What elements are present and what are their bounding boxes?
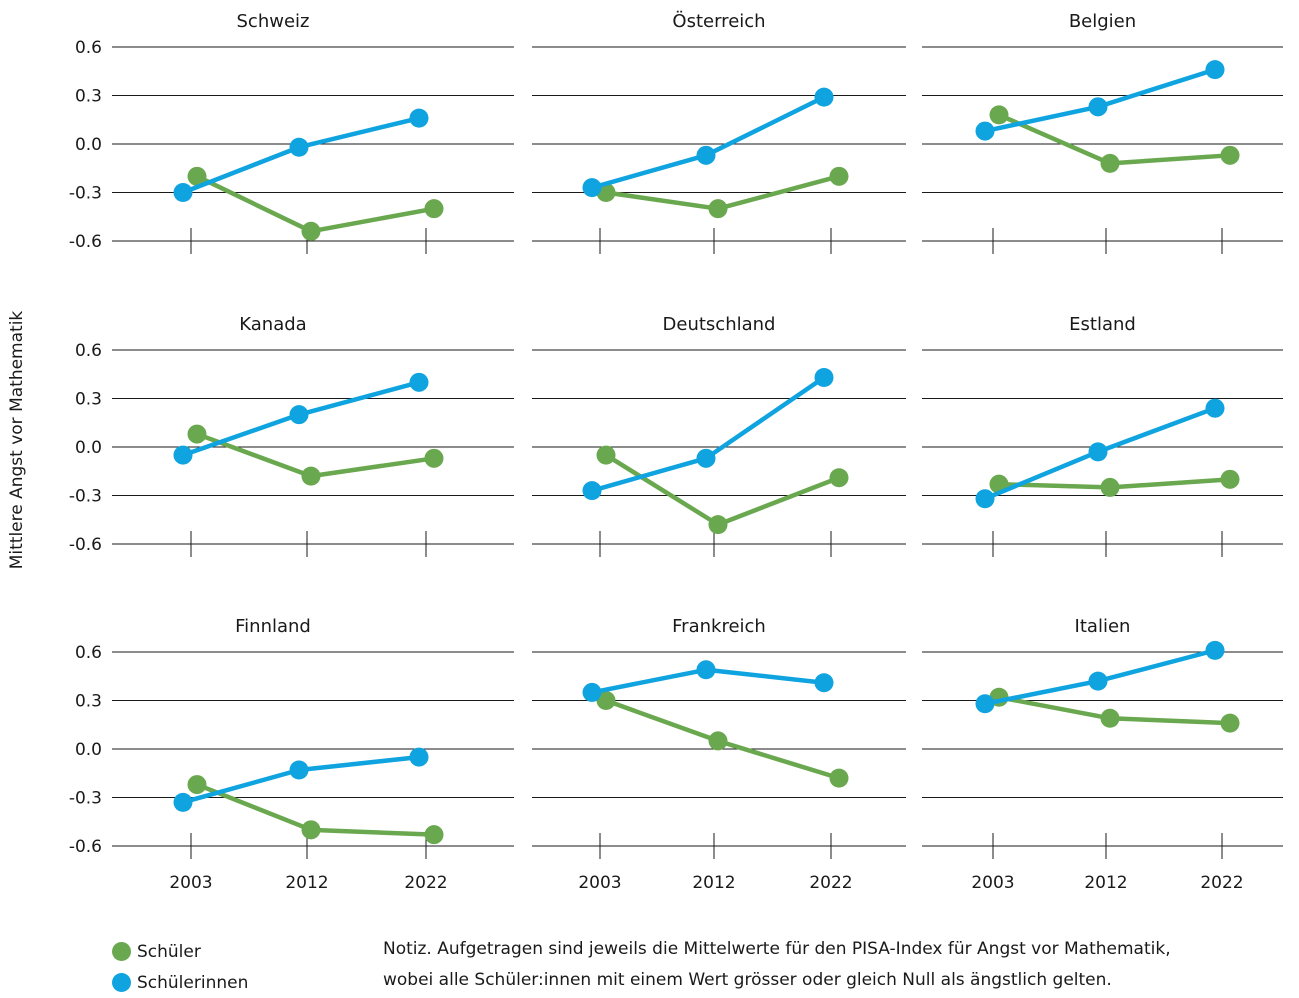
panel-title-belgien: Belgien xyxy=(1069,11,1136,32)
y-tick-label: -0.6 xyxy=(69,535,102,555)
y-tick-label: -0.6 xyxy=(69,837,102,857)
y-tick-label: 0.6 xyxy=(75,643,102,663)
panel-title-frankreich: Frankreich xyxy=(672,616,766,637)
data-point-boys-deutschland-2003 xyxy=(596,445,616,465)
x-tick-label: 2012 xyxy=(1084,873,1127,893)
data-point-boys-deutschland-2012 xyxy=(708,515,728,535)
data-point-girls-estland-2022 xyxy=(1205,398,1225,418)
data-point-girls-finnland-2022 xyxy=(409,747,429,767)
y-axis-label: Mittlere Angst vor Mathematik xyxy=(7,311,27,570)
series-line-girls-oesterreich xyxy=(591,95,825,190)
data-point-girls-belgien-2022 xyxy=(1205,60,1225,80)
legend-item-girls: Schülerinnen xyxy=(112,967,248,998)
data-point-girls-deutschland-2003 xyxy=(582,481,602,501)
data-point-girls-deutschland-2012 xyxy=(696,448,716,468)
panel-title-oesterreich: Österreich xyxy=(672,10,765,32)
y-tick-label: 0.3 xyxy=(75,390,102,410)
x-tick-label: 2022 xyxy=(404,873,447,893)
y-tick-label: 0.0 xyxy=(75,135,102,155)
legend-label-girls: Schülerinnen xyxy=(137,972,249,993)
panel-title-estland: Estland xyxy=(1069,314,1136,335)
data-point-girls-schweiz-2022 xyxy=(409,108,429,128)
x-tick-label: 2012 xyxy=(285,873,328,893)
note: Notiz. Aufgetragen sind jeweils die Mitt… xyxy=(383,934,1293,996)
x-tick-label: 2022 xyxy=(1200,873,1243,893)
y-tick-label: 0.0 xyxy=(75,740,102,760)
y-tick-label: 0.6 xyxy=(75,38,102,58)
data-point-boys-finnland-2022 xyxy=(424,825,444,845)
panel-title-kanada: Kanada xyxy=(239,314,306,335)
y-tick-label: -0.3 xyxy=(69,184,102,204)
y-tick-label: 0.3 xyxy=(75,87,102,107)
data-point-girls-estland-2012 xyxy=(1088,442,1108,462)
note-line-2: wobei alle Schüler:innen mit einem Wert … xyxy=(383,970,1112,990)
panel-title-finnland: Finnland xyxy=(235,616,311,637)
series-line-girls-deutschland xyxy=(591,375,826,493)
data-point-boys-frankreich-2003 xyxy=(596,691,616,710)
data-point-boys-oesterreich-2022 xyxy=(829,166,849,186)
note-line-1: Notiz. Aufgetragen sind jeweils die Mitt… xyxy=(383,939,1171,959)
y-tick-label: -0.3 xyxy=(69,789,102,809)
panel-title-italien: Italien xyxy=(1075,616,1131,637)
data-point-boys-finnland-2003 xyxy=(187,775,207,795)
y-tick-label: 0.3 xyxy=(75,692,102,712)
data-point-girls-schweiz-2003 xyxy=(173,183,193,202)
data-point-boys-belgien-2022 xyxy=(1220,145,1240,165)
data-point-boys-estland-2012 xyxy=(1100,477,1120,497)
y-tick-label: -0.6 xyxy=(69,232,102,252)
data-point-boys-kanada-2003 xyxy=(187,424,207,444)
data-point-boys-finnland-2012 xyxy=(301,820,321,840)
x-tick-label: 2003 xyxy=(971,873,1014,893)
data-point-girls-oesterreich-2012 xyxy=(696,145,716,165)
legend-item-boys: Schüler xyxy=(112,936,248,967)
data-point-boys-oesterreich-2012 xyxy=(708,199,728,219)
data-point-girls-finnland-2012 xyxy=(289,760,309,780)
data-point-boys-frankreich-2022 xyxy=(829,768,849,788)
legend-label-boys: Schüler xyxy=(137,941,201,962)
y-tick-label: 0.6 xyxy=(75,341,102,361)
data-point-boys-estland-2022 xyxy=(1220,469,1240,489)
data-point-girls-estland-2003 xyxy=(975,489,995,509)
legend: Schüler Schülerinnen xyxy=(112,936,248,998)
y-tick-label: 0.0 xyxy=(75,438,102,458)
data-point-boys-schweiz-2003 xyxy=(187,166,207,186)
data-point-boys-italien-2022 xyxy=(1220,713,1240,733)
data-point-girls-schweiz-2012 xyxy=(289,137,309,157)
data-point-girls-frankreich-2022 xyxy=(814,673,834,693)
data-point-girls-frankreich-2012 xyxy=(696,660,716,680)
data-point-girls-oesterreich-2003 xyxy=(582,178,602,198)
x-tick-label: 2012 xyxy=(692,873,735,893)
data-point-boys-belgien-2003 xyxy=(989,105,1009,125)
data-point-girls-kanada-2012 xyxy=(289,405,309,425)
data-point-girls-finnland-2003 xyxy=(173,792,193,812)
y-tick-label: -0.3 xyxy=(69,487,102,507)
x-tick-label: 2022 xyxy=(809,873,852,893)
panel-title-schweiz: Schweiz xyxy=(237,11,310,32)
legend-swatch-girls xyxy=(112,973,131,992)
legend-swatch-boys xyxy=(112,942,131,961)
data-point-girls-frankreich-2003 xyxy=(582,682,602,702)
data-point-boys-schweiz-2012 xyxy=(301,221,321,241)
data-point-boys-belgien-2012 xyxy=(1100,153,1120,173)
data-point-girls-oesterreich-2022 xyxy=(814,87,834,107)
data-point-girls-italien-2012 xyxy=(1088,671,1108,691)
data-point-girls-kanada-2022 xyxy=(409,372,429,392)
x-tick-label: 2003 xyxy=(578,873,621,893)
data-point-boys-kanada-2012 xyxy=(301,466,321,486)
data-point-girls-deutschland-2022 xyxy=(814,367,834,387)
data-point-boys-italien-2012 xyxy=(1100,708,1120,728)
data-point-girls-italien-2022 xyxy=(1205,640,1225,660)
data-point-girls-belgien-2012 xyxy=(1088,97,1108,117)
data-point-girls-italien-2003 xyxy=(975,694,995,714)
data-point-boys-deutschland-2022 xyxy=(829,468,849,488)
small-multiples-chart: Mittlere Angst vor Mathematik Schweiz 0.6… xyxy=(7,10,1283,893)
data-point-girls-belgien-2003 xyxy=(975,121,995,141)
x-tick-label: 2003 xyxy=(169,873,212,893)
data-point-boys-frankreich-2012 xyxy=(708,731,728,751)
series-line-boys-deutschland xyxy=(604,453,840,527)
data-point-boys-kanada-2022 xyxy=(424,448,444,468)
data-point-girls-kanada-2003 xyxy=(173,445,193,465)
data-point-boys-schweiz-2022 xyxy=(424,199,444,219)
panel-title-deutschland: Deutschland xyxy=(663,314,776,335)
